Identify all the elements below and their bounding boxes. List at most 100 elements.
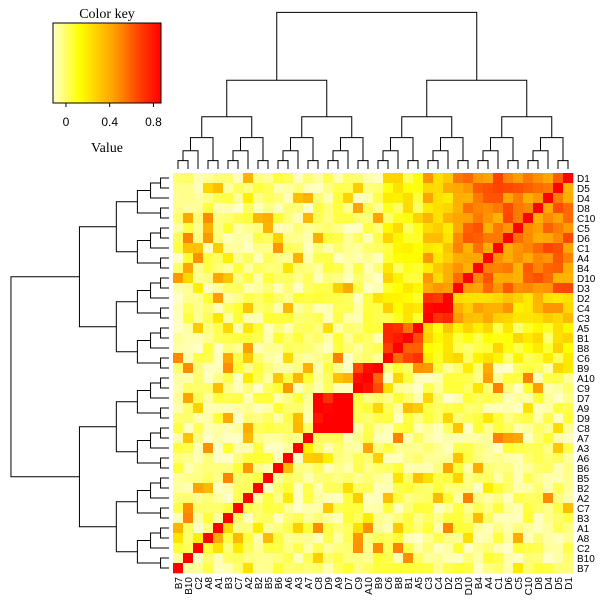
heatmap-cell — [563, 183, 574, 194]
dendrogram-branch — [226, 79, 328, 117]
heatmap-cell — [513, 413, 524, 424]
heatmap-cell — [203, 333, 214, 344]
heatmap-cell — [213, 423, 224, 434]
dendrogram-branch — [136, 490, 161, 514]
dendrogram-branch — [150, 432, 169, 449]
dendrogram-branch — [276, 11, 478, 81]
dendrogram-branch — [290, 137, 314, 161]
heatmap-cell — [503, 303, 514, 314]
column-label: A7 — [304, 577, 315, 590]
heatmap-cell — [563, 413, 574, 424]
heatmap-cell — [373, 233, 384, 244]
heatmap-cell — [513, 453, 524, 464]
column-label: A9 — [334, 577, 345, 590]
heatmap-cell — [203, 393, 214, 404]
dendrogram-branch — [160, 507, 169, 519]
heatmap-cell — [373, 173, 384, 184]
heatmap-cell — [513, 313, 524, 324]
heatmap-cell — [483, 313, 494, 324]
heatmap-cell — [403, 503, 414, 514]
heatmap-cell — [323, 423, 334, 434]
heatmap-cell — [523, 273, 534, 284]
heatmap-cell — [563, 423, 574, 434]
heatmap-cell — [183, 373, 194, 384]
heatmap-cell — [423, 483, 434, 494]
heatmap-cell — [493, 523, 504, 534]
heatmap-cell — [533, 503, 544, 514]
heatmap-cell — [293, 193, 304, 204]
heatmap-cell — [483, 413, 494, 424]
row-dendrogram — [10, 177, 169, 569]
heatmap-cell — [353, 543, 364, 554]
column-label: A6 — [284, 577, 295, 590]
heatmap-cell — [323, 293, 334, 304]
heatmap-cell — [563, 483, 574, 494]
heatmap-cell — [533, 303, 544, 314]
heatmap-cell — [203, 323, 214, 334]
heatmap-cell — [343, 393, 354, 404]
heatmap-cell — [353, 373, 364, 384]
heatmap-cell — [433, 283, 444, 294]
heatmap-cell — [253, 293, 264, 304]
heatmap-cell — [193, 303, 204, 314]
heatmap-cell — [503, 363, 514, 374]
heatmap-cell — [533, 453, 544, 464]
heatmap-cell — [243, 323, 254, 334]
heatmap-cell — [383, 423, 394, 434]
heatmap-cell — [493, 333, 504, 344]
heatmap-cell — [463, 413, 474, 424]
heatmap-cell — [413, 423, 424, 434]
heatmap-cell — [293, 533, 304, 544]
heatmap-cell — [443, 333, 454, 344]
heatmap-cell — [283, 223, 294, 234]
heatmap-cell — [453, 443, 464, 454]
heatmap-cell — [553, 403, 564, 414]
heatmap-cell — [413, 463, 424, 474]
heatmap-cell — [173, 513, 184, 524]
heatmap-cell — [373, 553, 384, 564]
heatmap-cell — [203, 513, 214, 524]
dendrogram-branch — [136, 440, 161, 464]
heatmap-cell — [373, 243, 384, 254]
heatmap-cell — [213, 183, 224, 194]
heatmap-cell — [533, 423, 544, 434]
heatmap-cell — [463, 283, 474, 294]
heatmap-cell — [513, 223, 524, 234]
heatmap-cell — [363, 413, 374, 424]
heatmap-cell — [433, 363, 444, 374]
heatmap-cell — [313, 323, 324, 334]
dendrogram-branch — [307, 160, 319, 169]
heatmap-cell — [183, 473, 194, 484]
heatmap-cell — [463, 463, 474, 474]
heatmap-cell — [533, 263, 544, 274]
heatmap-cell — [503, 273, 514, 284]
heatmap-cell — [373, 293, 384, 304]
heatmap-cell — [543, 263, 554, 274]
heatmap-cell — [473, 413, 484, 424]
row-label: D3 — [577, 284, 590, 295]
heatmap-cell — [513, 553, 524, 564]
heatmap-cell — [493, 553, 504, 564]
heatmap-cell — [463, 483, 474, 494]
dendrogram-branch — [10, 276, 80, 478]
heatmap-cell — [363, 203, 374, 214]
heatmap-cell — [213, 203, 224, 214]
heatmap-cell — [543, 243, 554, 254]
heatmap-cell — [443, 293, 454, 304]
heatmap-cell — [423, 393, 434, 404]
heatmap-cell — [373, 353, 384, 364]
heatmap-cell — [253, 563, 264, 574]
heatmap-cell — [433, 273, 444, 284]
heatmap-cell — [263, 183, 274, 194]
heatmap-cell — [183, 213, 194, 224]
heatmap-cell — [453, 353, 464, 364]
heatmap-cell — [553, 473, 564, 484]
heatmap-cell — [503, 263, 514, 274]
heatmap-cell — [483, 403, 494, 414]
heatmap-cell — [213, 393, 224, 404]
heatmap-cell — [363, 283, 374, 294]
heatmap-cell — [453, 303, 464, 314]
heatmap-cell — [553, 503, 564, 514]
heatmap-cell — [483, 373, 494, 384]
heatmap-cell — [393, 323, 404, 334]
